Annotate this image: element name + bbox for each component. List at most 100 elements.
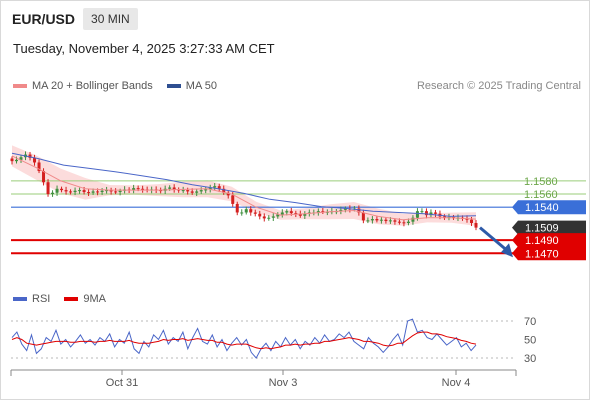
ma20-legend-label: MA 20 + Bollinger Bands <box>32 80 153 92</box>
candle <box>172 184 176 193</box>
candle-body <box>339 209 343 212</box>
candle-body <box>357 208 361 213</box>
candle <box>370 216 374 224</box>
candle <box>429 209 433 218</box>
candle-body <box>244 209 248 213</box>
candle-body <box>285 211 289 213</box>
level-tag-1.1540 <box>512 200 586 215</box>
candle-body <box>262 216 266 219</box>
rsi-legend: RSI 9MA <box>13 293 106 305</box>
candle-body <box>64 190 68 192</box>
candle-body <box>28 154 32 158</box>
candle <box>204 186 208 194</box>
candle-body <box>474 223 478 228</box>
candle <box>60 186 64 193</box>
candle-body <box>298 213 302 216</box>
candle <box>69 189 73 195</box>
candle-body <box>199 190 203 192</box>
candle-body <box>96 191 100 193</box>
ma50-legend-swatch <box>166 84 181 88</box>
candle-body <box>195 191 199 193</box>
ma50-line <box>11 152 477 217</box>
candle-body <box>91 191 95 193</box>
candle-body <box>393 220 397 222</box>
candle <box>366 217 370 224</box>
candle-body <box>321 211 325 213</box>
candle <box>361 209 365 224</box>
candle <box>213 183 217 190</box>
candle-body <box>415 211 419 218</box>
candle-body <box>231 195 235 204</box>
candle <box>420 208 424 214</box>
candle-body <box>294 213 298 215</box>
level-label-1.1490: 1.1490 <box>512 233 586 248</box>
timestamp-text: Tuesday, November 4, 2025 3:27:33 AM CET <box>13 41 275 56</box>
candle-body <box>370 219 374 221</box>
level-label-1.1560: 1.1560 <box>524 189 558 201</box>
candle-body <box>469 219 473 223</box>
candle-body <box>253 212 257 214</box>
candle <box>28 151 32 161</box>
candle-body <box>73 190 77 193</box>
ma20-line <box>11 155 477 221</box>
candle <box>114 188 118 195</box>
candle-body <box>271 216 275 218</box>
projection-arrow-head <box>501 243 513 258</box>
candle <box>226 190 230 199</box>
candle-body <box>33 157 37 163</box>
level-label-1.1470: 1.1470 <box>512 246 586 261</box>
candle <box>253 209 257 217</box>
candle <box>240 209 244 216</box>
level-label-1.1580: 1.1580 <box>524 176 558 188</box>
candle-body <box>361 212 365 221</box>
candle <box>235 201 239 216</box>
candle-body <box>37 162 41 172</box>
candle <box>276 212 280 219</box>
candle-body <box>10 158 14 162</box>
candle <box>37 159 41 174</box>
candle-body <box>222 188 226 193</box>
candle-body <box>132 188 136 191</box>
candle-body <box>109 190 113 192</box>
candle <box>384 217 388 224</box>
candle-body <box>82 190 86 193</box>
candle-body <box>213 186 217 188</box>
candle-body <box>226 192 230 196</box>
candle-body <box>406 221 410 223</box>
candle-body <box>69 191 73 193</box>
level-label-1.1509: 1.1509 <box>512 220 586 235</box>
price-legend: MA 20 + Bollinger Bands MA 50 <box>13 80 217 92</box>
candle <box>258 210 262 220</box>
candle <box>474 220 478 231</box>
timeframe-button[interactable]: 30 MIN <box>83 8 138 30</box>
candle-body <box>105 190 109 192</box>
candle-body <box>267 217 271 219</box>
candle-body <box>118 190 122 193</box>
candle <box>217 183 221 193</box>
candle <box>249 206 253 216</box>
rsi-ma-legend-swatch <box>64 297 79 301</box>
candle <box>244 206 248 215</box>
candle <box>78 187 82 194</box>
candle-body <box>388 220 392 222</box>
candle-body <box>87 192 91 194</box>
candle <box>46 179 50 197</box>
rsi-ma-line <box>11 331 477 350</box>
candle <box>424 208 428 219</box>
candle <box>195 188 199 197</box>
candle-body <box>55 188 59 193</box>
candle <box>316 208 320 216</box>
level-tag-1.1470 <box>512 246 586 261</box>
candle-body <box>384 219 388 222</box>
candle-body <box>15 159 19 162</box>
candle-body <box>280 212 284 215</box>
x-axis-label: Oct 31 <box>106 377 138 389</box>
candle-body <box>411 217 415 222</box>
candle-body <box>442 216 446 218</box>
candle-body <box>141 188 145 190</box>
candle-body <box>51 192 55 195</box>
candle-body <box>190 191 194 193</box>
candle <box>393 218 397 225</box>
rsi-tick-label: 30 <box>524 353 536 365</box>
candle-body <box>114 191 118 193</box>
